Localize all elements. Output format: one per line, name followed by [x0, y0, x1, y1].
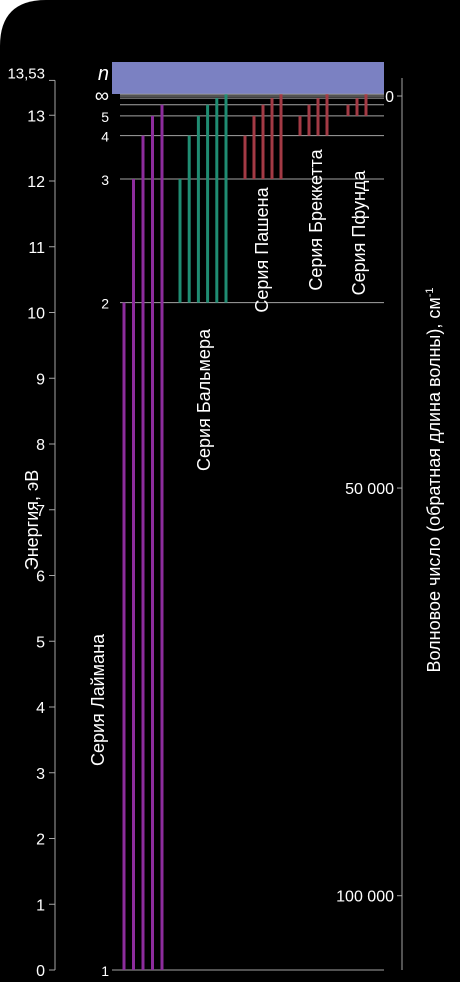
right-axis-tick-label: 0: [385, 89, 394, 106]
left-axis-tick-label: 11: [28, 240, 45, 257]
series-label: Серия Пашена: [252, 186, 272, 312]
left-axis-label: Энергия, эВ: [22, 470, 42, 570]
left-axis-tick-label: 10: [27, 306, 45, 323]
level-label: 3: [101, 172, 109, 188]
level-label: 4: [101, 129, 109, 145]
right-axis-tick-label: 50 000: [345, 481, 394, 498]
right-axis-label-superscript: -1: [424, 287, 436, 297]
level-label: 1: [101, 963, 109, 979]
left-axis-tick-label: 12: [27, 174, 45, 191]
left-axis-tick-label: 13,53: [7, 65, 45, 82]
series-label: Серия Лаймана: [88, 633, 108, 766]
right-axis-label-main: Волновое число (обратная длина волны), с…: [424, 297, 444, 672]
left-axis-tick-label: 13: [27, 108, 45, 125]
left-axis-tick-label: 7: [36, 503, 45, 520]
left-axis-tick-label: 3: [36, 766, 45, 783]
left-axis-tick-label: 9: [36, 371, 45, 388]
left-axis-tick-label: 0: [36, 963, 45, 980]
continuum-band: [112, 62, 384, 94]
series-label: Серия Бальмера: [194, 328, 214, 471]
right-axis-label: Волновое число (обратная длина волны), с…: [424, 287, 444, 672]
level-label: 5: [101, 109, 109, 125]
left-axis-tick-label: 5: [36, 634, 45, 651]
series-label: Серия Бреккетта: [306, 148, 326, 290]
series-label: Серия Пфунда: [349, 170, 369, 296]
left-axis-tick-label: 8: [36, 437, 45, 454]
level-header-n: n: [98, 63, 109, 85]
left-axis-tick-label: 4: [36, 700, 45, 717]
right-axis-tick-label: 100 000: [336, 889, 394, 906]
left-axis-tick-label: 2: [36, 832, 45, 849]
level-label: 2: [101, 296, 109, 312]
left-axis-tick-label: 6: [36, 569, 45, 586]
left-axis-tick-label: 1: [36, 897, 45, 914]
level-label-infinity: ∞: [95, 85, 109, 107]
